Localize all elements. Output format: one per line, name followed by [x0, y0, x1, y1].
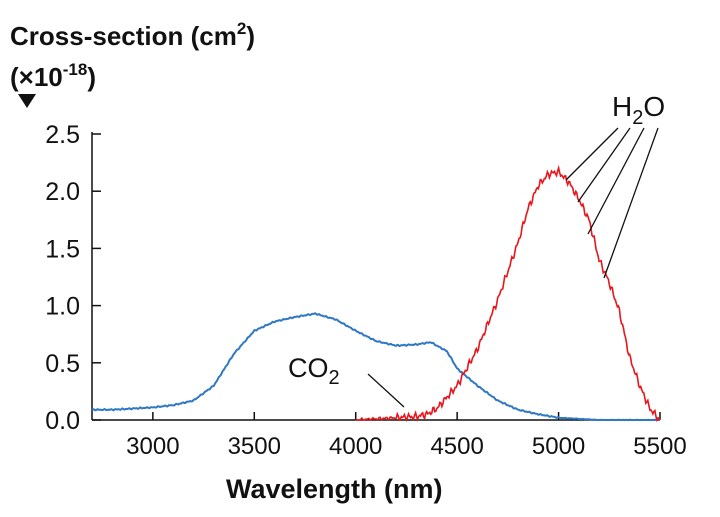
y-tick-label-2: 1.0	[45, 293, 80, 321]
co2-leader-line	[367, 373, 405, 408]
y-tick-label-3: 1.5	[45, 235, 80, 263]
h2o-annotation-label: H2O	[612, 91, 665, 129]
y-tick-label-5: 2.5	[45, 121, 80, 149]
x-tick-label-2: 4000	[329, 433, 382, 460]
x-tick-label-5: 5500	[633, 433, 686, 460]
h2o-leader-line-2	[587, 127, 645, 235]
y-tick-label-4: 2.0	[45, 178, 80, 206]
series-line-co2	[91, 312, 661, 422]
y-axis-title: Cross-section (cm2) (×10-18)	[10, 19, 255, 92]
x-tick-label-4: 5000	[532, 433, 585, 460]
y-tick-label-1: 0.5	[45, 350, 80, 378]
x-tick-label-1: 3500	[228, 433, 281, 460]
x-tick-label-0: 3000	[126, 433, 179, 460]
x-axis-title: Wavelength (nm)	[226, 474, 443, 504]
y-axis-arrow-icon	[18, 94, 36, 108]
x-tick-label-3: 4500	[430, 433, 483, 460]
co2-annotation-label: CO2	[288, 353, 340, 389]
h2o-leader-line-1	[577, 127, 631, 203]
h2o-leader-line-0	[565, 127, 619, 181]
y-tick-label-0: 0.0	[45, 407, 80, 435]
h2o-leader-line-3	[603, 127, 659, 279]
series-line-h2o	[355, 164, 661, 423]
